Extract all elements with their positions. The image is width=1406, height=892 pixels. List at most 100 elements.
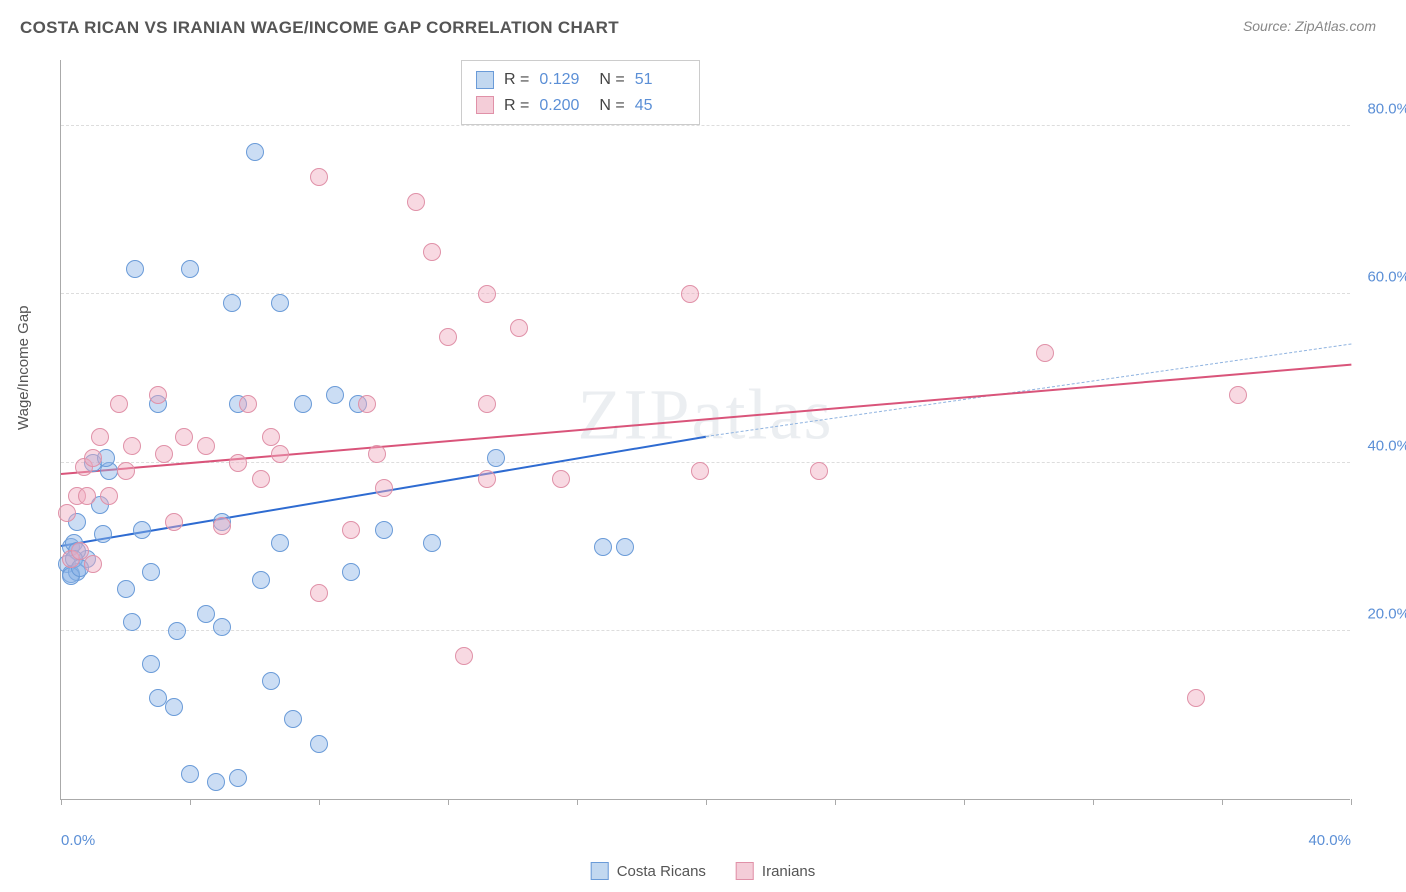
data-point [262, 428, 280, 446]
x-tick [448, 799, 449, 805]
chart-title: COSTA RICAN VS IRANIAN WAGE/INCOME GAP C… [20, 18, 619, 38]
data-point [510, 319, 528, 337]
y-axis-title: Wage/Income Gap [15, 305, 32, 430]
data-point [1187, 689, 1205, 707]
stat-n-label: N = [599, 67, 624, 93]
data-point [552, 470, 570, 488]
data-point [810, 462, 828, 480]
data-point [310, 584, 328, 602]
chart-plot-area: ZIPatlas 20.0%40.0%60.0%80.0%0.0%40.0%R … [60, 60, 1350, 800]
chart-header: COSTA RICAN VS IRANIAN WAGE/INCOME GAP C… [0, 0, 1406, 38]
data-point [94, 525, 112, 543]
data-point [310, 735, 328, 753]
x-tick [964, 799, 965, 805]
stats-box: R =0.129N =51R =0.200N =45 [461, 60, 700, 125]
data-point [229, 454, 247, 472]
data-point [423, 534, 441, 552]
data-point [252, 571, 270, 589]
data-point [149, 386, 167, 404]
data-point [594, 538, 612, 556]
data-point [478, 395, 496, 413]
stat-r-label: R = [504, 67, 529, 93]
data-point [262, 672, 280, 690]
stat-n-label: N = [599, 93, 624, 119]
data-point [423, 243, 441, 261]
data-point [252, 470, 270, 488]
data-point [1036, 344, 1054, 362]
legend-item-iranians: Iranians [736, 862, 815, 880]
x-tick [190, 799, 191, 805]
data-point [117, 580, 135, 598]
stats-swatch-icon [476, 96, 494, 114]
data-point [294, 395, 312, 413]
y-tick-label: 20.0% [1355, 605, 1406, 622]
stat-n-value: 51 [635, 67, 685, 93]
data-point [239, 395, 257, 413]
trend-line [61, 364, 1351, 475]
data-point [142, 563, 160, 581]
data-point [284, 710, 302, 728]
data-point [342, 563, 360, 581]
x-tick-label: 0.0% [61, 832, 95, 849]
legend-swatch-icon [736, 862, 754, 880]
x-tick [319, 799, 320, 805]
data-point [175, 428, 193, 446]
data-point [271, 445, 289, 463]
data-point [342, 521, 360, 539]
data-point [207, 773, 225, 791]
data-point [271, 294, 289, 312]
x-tick [1222, 799, 1223, 805]
data-point [100, 487, 118, 505]
data-point [691, 462, 709, 480]
x-tick [835, 799, 836, 805]
data-point [455, 647, 473, 665]
data-point [358, 395, 376, 413]
gridline [61, 125, 1350, 126]
data-point [1229, 386, 1247, 404]
data-point [229, 769, 247, 787]
data-point [223, 294, 241, 312]
gridline [61, 293, 1350, 294]
legend-item-costa-ricans: Costa Ricans [591, 862, 706, 880]
data-point [246, 143, 264, 161]
legend-label: Costa Ricans [617, 863, 706, 880]
x-tick [1351, 799, 1352, 805]
data-point [133, 521, 151, 539]
data-point [155, 445, 173, 463]
y-tick-label: 60.0% [1355, 269, 1406, 286]
data-point [375, 521, 393, 539]
data-point [123, 437, 141, 455]
stat-r-label: R = [504, 93, 529, 119]
data-point [165, 698, 183, 716]
data-point [123, 613, 141, 631]
data-point [142, 655, 160, 673]
stat-r-value: 0.129 [539, 67, 589, 93]
x-tick [577, 799, 578, 805]
data-point [478, 285, 496, 303]
data-point [165, 513, 183, 531]
data-point [407, 193, 425, 211]
data-point [326, 386, 344, 404]
gridline [61, 462, 1350, 463]
data-point [78, 487, 96, 505]
data-point [197, 437, 215, 455]
y-tick-label: 40.0% [1355, 437, 1406, 454]
data-point [110, 395, 128, 413]
data-point [439, 328, 457, 346]
data-point [84, 555, 102, 573]
gridline [61, 630, 1350, 631]
data-point [126, 260, 144, 278]
legend-swatch-icon [591, 862, 609, 880]
legend: Costa Ricans Iranians [591, 862, 816, 880]
data-point [168, 622, 186, 640]
data-point [84, 449, 102, 467]
stat-n-value: 45 [635, 93, 685, 119]
stats-row: R =0.200N =45 [476, 93, 685, 119]
source-label: Source: ZipAtlas.com [1243, 18, 1376, 34]
data-point [487, 449, 505, 467]
y-tick-label: 80.0% [1355, 101, 1406, 118]
x-tick [1093, 799, 1094, 805]
watermark-text: ZIPatlas [578, 373, 834, 456]
x-tick [61, 799, 62, 805]
x-tick-label: 40.0% [1308, 832, 1351, 849]
